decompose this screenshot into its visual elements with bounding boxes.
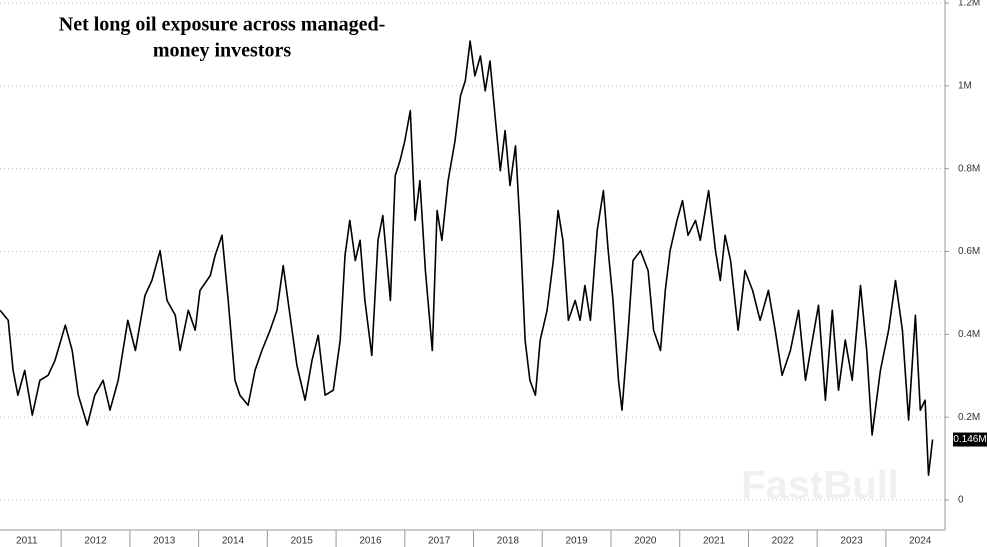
x-tick-label: 2015 [291, 536, 314, 547]
x-tick-label: 2022 [772, 536, 795, 547]
watermark: FastBull [741, 464, 899, 508]
x-tick-label: 2017 [428, 536, 451, 547]
x-tick-label: 2020 [634, 536, 657, 547]
x-tick-label: 2024 [909, 536, 932, 547]
x-tick-label: 2018 [497, 536, 520, 547]
y-tick-label: 0.2M [958, 412, 980, 423]
x-tick-label: 2023 [840, 536, 863, 547]
chart-title: Net long oil exposure across managed- [59, 14, 385, 36]
x-tick-label: 2012 [84, 536, 107, 547]
y-tick-label: 1.2M [958, 0, 980, 9]
last-value-tag [953, 432, 987, 447]
x-tick-label: 2011 [16, 536, 38, 547]
last-value-label: 0.146M [953, 434, 986, 445]
x-tick-label: 2016 [359, 536, 382, 547]
data-line [0, 40, 934, 476]
x-tick-label: 2019 [565, 536, 588, 547]
x-tick-label: 2021 [703, 536, 726, 547]
y-tick-label: 1M [958, 80, 972, 91]
x-tick-label: 2013 [153, 536, 176, 547]
y-tick-label: 0.8M [958, 163, 980, 174]
y-tick-label: 0 [958, 495, 964, 506]
y-tick-label: 0.4M [958, 329, 980, 340]
chart-title: money investors [153, 40, 292, 62]
y-tick-label: 0.6M [958, 246, 980, 257]
x-tick-label: 2014 [222, 536, 245, 547]
